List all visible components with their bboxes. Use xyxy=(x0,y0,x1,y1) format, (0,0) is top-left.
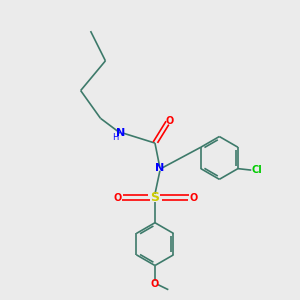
Text: O: O xyxy=(151,279,159,289)
Text: Cl: Cl xyxy=(251,165,262,175)
Text: H: H xyxy=(112,133,118,142)
Text: N: N xyxy=(116,128,125,138)
Text: S: S xyxy=(151,191,160,204)
Text: O: O xyxy=(114,193,122,202)
Text: O: O xyxy=(189,193,197,202)
Text: O: O xyxy=(165,116,173,126)
Text: N: N xyxy=(155,163,164,173)
